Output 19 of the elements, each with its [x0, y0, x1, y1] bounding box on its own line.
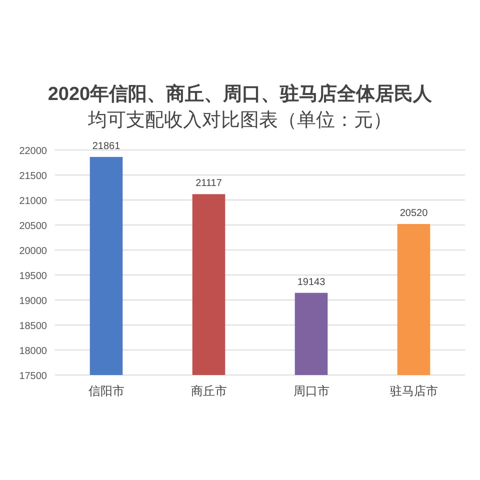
y-tick-label: 20500 — [19, 221, 48, 232]
y-tick-label: 19000 — [19, 296, 48, 307]
data-label: 19143 — [297, 276, 326, 288]
y-tick-label: 18000 — [19, 346, 48, 357]
y-tick-label: 19500 — [19, 271, 48, 282]
chart-title: 2020年信阳、商丘、周口、驻马店全体居民人均可支配收入对比图表（单位：元） — [48, 83, 434, 131]
y-tick-label: 21500 — [19, 171, 48, 182]
y-tick-label: 18500 — [19, 321, 48, 332]
y-tick-label: 20000 — [19, 246, 48, 257]
x-tick-label: 周口市 — [293, 384, 330, 398]
data-label: 21861 — [92, 140, 121, 152]
x-tick-label: 驻马店市 — [390, 384, 438, 398]
y-tick-label: 21000 — [19, 196, 48, 207]
y-tick-label: 17500 — [19, 371, 48, 382]
data-label: 20520 — [400, 208, 428, 219]
x-tick-label: 信阳市 — [88, 384, 124, 398]
y-tick-label: 22000 — [19, 146, 48, 157]
x-tick-label: 商丘市 — [190, 384, 227, 398]
data-label: 21117 — [196, 178, 222, 190]
